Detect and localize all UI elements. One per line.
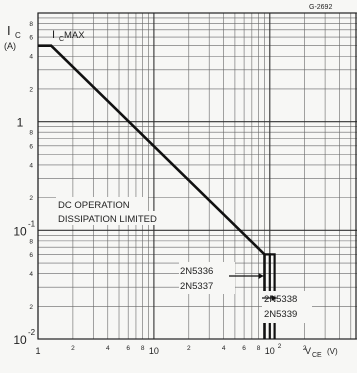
- x-major-tick-label: 10: [265, 346, 275, 356]
- device-label-2n5338: 2N5338: [264, 294, 297, 305]
- y-major-tick-label: 10: [13, 333, 27, 347]
- y-major-tick-label: 10: [13, 224, 27, 238]
- icmax-label-main: I: [52, 29, 55, 41]
- y-minor-tick-label: 6: [29, 143, 33, 150]
- x-minor-tick-label: 6: [126, 345, 130, 352]
- x-axis-symbol: V: [305, 346, 311, 356]
- leader-arrow-2n5336-head: [258, 273, 264, 279]
- y-axis-subscript: C: [15, 31, 21, 40]
- x-minor-tick-label: 4: [222, 345, 226, 352]
- x-major-tick-label: 10: [149, 346, 159, 356]
- y-major-tick-label: 1: [17, 116, 24, 130]
- device-label-2n5339: 2N5339: [264, 309, 297, 320]
- plot-frame: [37, 12, 357, 340]
- y-minor-tick-label: 8: [29, 21, 33, 28]
- x-minor-tick-label: 4: [106, 345, 110, 352]
- y-minor-tick-label: 4: [29, 54, 33, 61]
- y-minor-tick-label: 2: [29, 304, 33, 311]
- annotation-background: [56, 197, 148, 211]
- x-major-tick-label: 1: [35, 346, 40, 356]
- y-exponent-label: -1: [28, 219, 36, 228]
- dc-operation-label: DC OPERATION: [58, 200, 130, 211]
- x-minor-tick-label: 6: [242, 345, 246, 352]
- x-minor-tick-label: 8: [141, 345, 145, 352]
- device-label-2n5336: 2N5336: [180, 266, 213, 277]
- icmax-label-sub: C: [59, 36, 64, 43]
- dissipation-limited-label: DISSIPATION LIMITED: [58, 214, 157, 225]
- annotation-background: [179, 262, 235, 294]
- device-label-2n5337: 2N5337: [180, 281, 213, 292]
- y-minor-tick-label: 8: [29, 238, 33, 245]
- x-minor-tick-label: 2: [187, 345, 191, 352]
- annotation-background: [56, 211, 180, 225]
- icmax-label-rest: MAX: [64, 30, 85, 41]
- y-minor-tick-label: 8: [29, 130, 33, 137]
- y-minor-tick-label: 6: [29, 252, 33, 259]
- x-minor-tick-label: 2: [71, 345, 75, 352]
- y-minor-tick-label: 2: [29, 86, 33, 93]
- y-minor-tick-label: 4: [29, 271, 33, 278]
- x-axis-subscript: CE: [312, 352, 322, 359]
- x-minor-tick-label: 2: [303, 345, 307, 352]
- y-minor-tick-label: 6: [29, 35, 33, 42]
- y-minor-tick-label: 2: [29, 195, 33, 202]
- y-minor-tick-label: 4: [29, 162, 33, 169]
- x-minor-tick-label: 8: [257, 345, 261, 352]
- y-axis-symbol: I: [7, 23, 11, 38]
- leader-arrow-2n5338-head: [271, 295, 277, 301]
- x-axis-unit: (V): [327, 347, 338, 356]
- y-axis-unit: (A): [4, 41, 16, 51]
- soa-curve-1: [38, 44, 266, 339]
- x-exponent-label: 2: [278, 343, 282, 350]
- annotation-background: [262, 291, 312, 323]
- figure-code: G-2692: [309, 4, 332, 11]
- y-exponent-label: -2: [28, 328, 36, 337]
